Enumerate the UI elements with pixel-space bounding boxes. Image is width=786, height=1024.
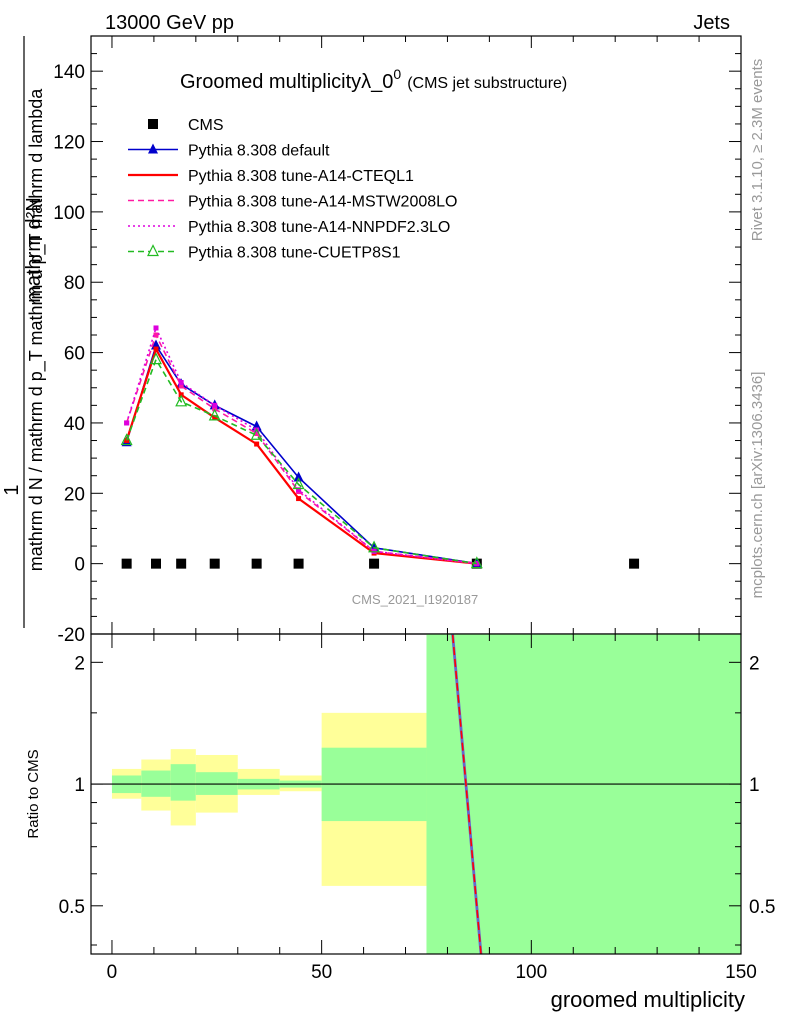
plot-title: Groomed multiplicityλ_00(CMS jet substru… bbox=[180, 66, 567, 93]
ratio-y-tick-label-right: 0.5 bbox=[749, 897, 775, 918]
series-marker-2 bbox=[212, 415, 218, 421]
legend-marker-5 bbox=[147, 244, 159, 257]
y-tick-label: 140 bbox=[53, 62, 85, 83]
series-marker-2 bbox=[254, 441, 260, 447]
main-plot-axis-ticks: -20 0 20 40 60 80 100 120 140 bbox=[53, 35, 742, 646]
cms-data-point bbox=[209, 558, 220, 569]
legend-label: Pythia 8.308 default bbox=[188, 143, 330, 160]
stat-uncertainty-band bbox=[426, 634, 741, 954]
ratio-y-tick-label-right: 1 bbox=[749, 775, 760, 796]
cms-data-point bbox=[176, 558, 187, 569]
cms-data-point bbox=[293, 558, 304, 569]
legend-label: Pythia 8.308 tune-A14-CTEQL1 bbox=[188, 168, 414, 185]
series-line-2 bbox=[125, 346, 477, 565]
x-tick-label: 150 bbox=[725, 962, 757, 983]
ratio-plot-frame bbox=[90, 633, 742, 955]
ratio-y-tick-label-right: 2 bbox=[749, 653, 760, 674]
cms-data-point bbox=[121, 558, 132, 569]
ratio-series bbox=[451, 634, 483, 954]
series-line-4 bbox=[125, 325, 477, 565]
series-line-5 bbox=[125, 357, 477, 565]
y-tick-label: 0 bbox=[74, 555, 85, 576]
y-tick-label: 100 bbox=[53, 203, 85, 224]
ratio-plot-panel: 0.5 0.5 1 1 2 2 0 50 100 150 Ratio to CMS groomed… bbox=[25, 633, 775, 1012]
y-tick-label: -20 bbox=[58, 625, 85, 646]
series-marker-3 bbox=[178, 383, 184, 389]
x-tick-label: 100 bbox=[515, 962, 547, 983]
series-marker-3 bbox=[153, 332, 159, 338]
y-tick-label: 60 bbox=[64, 344, 85, 365]
legend-label: CMS bbox=[188, 117, 224, 134]
cms-data-point bbox=[369, 558, 380, 569]
y-axis-label-numerator: 1 bbox=[1, 484, 23, 495]
legend-marker-cms bbox=[148, 119, 158, 129]
collision-label: 13000 GeV pp bbox=[105, 12, 234, 34]
rivet-version-label: Rivet 3.1.10, ≥ 2.3M events bbox=[749, 59, 766, 242]
category-label: Jets bbox=[693, 12, 730, 34]
series-marker-5 bbox=[292, 477, 305, 490]
series-marker-5 bbox=[250, 427, 263, 440]
legend-label: Pythia 8.308 tune-A14-MSTW2008LO bbox=[188, 194, 457, 211]
main-plot-series bbox=[120, 325, 640, 569]
ratio-axis-ticks: 0.5 0.5 1 1 2 2 0 50 100 150 bbox=[59, 634, 775, 983]
series-marker-4 bbox=[178, 379, 184, 385]
y-axis-label-top: mathrm d²N bbox=[23, 197, 45, 303]
series-marker-3 bbox=[254, 430, 260, 436]
y-tick-label: 80 bbox=[64, 273, 85, 294]
stat-uncertainty-band bbox=[170, 764, 196, 801]
cms-data-point bbox=[151, 558, 161, 569]
series-marker-5 bbox=[368, 540, 381, 553]
series-marker-5 bbox=[208, 408, 221, 421]
series-marker-4 bbox=[474, 561, 480, 567]
ratio-uncertainty-bands bbox=[91, 634, 741, 954]
series-marker-2 bbox=[296, 496, 302, 502]
series-marker-5 bbox=[120, 433, 133, 446]
mcplots-label: mcplots.cern.ch [arXiv:1306.3436] bbox=[749, 372, 766, 599]
series-marker-2 bbox=[124, 438, 130, 444]
series-marker-4 bbox=[212, 402, 218, 408]
analysis-label: CMS_2021_I1920187 bbox=[352, 592, 479, 607]
legend-label: Pythia 8.308 tune-A14-NNPDF2.3LO bbox=[188, 219, 450, 236]
cms-data-point bbox=[629, 558, 640, 569]
ratio-y-axis-label: Ratio to CMS bbox=[25, 749, 42, 838]
y-axis-label: mathrm d²N 1 mathrm d N / mathrm d p_T m… bbox=[1, 36, 47, 628]
series-marker-4 bbox=[153, 325, 159, 331]
y-tick-label: 120 bbox=[53, 133, 85, 154]
series-line-3 bbox=[125, 332, 477, 565]
series-marker-5 bbox=[175, 394, 188, 407]
series-marker-5 bbox=[150, 352, 162, 365]
cms-data-point bbox=[251, 558, 262, 569]
ratio-y-tick-label: 1 bbox=[74, 775, 85, 796]
legend: CMS Pythia 8.308 default Pythia 8.308 tune… bbox=[128, 117, 457, 262]
series-line-1 bbox=[125, 343, 477, 565]
x-tick-label: 0 bbox=[107, 962, 118, 983]
y-tick-label: 40 bbox=[64, 414, 85, 435]
series-marker-4 bbox=[124, 420, 130, 426]
y-axis-label-denominator: mathrm d N / mathrm d p_T mathrm d p_T m… bbox=[26, 88, 47, 571]
x-axis-label: groomed multiplicity bbox=[551, 987, 745, 1012]
series-marker-2 bbox=[153, 346, 159, 352]
y-tick-label: 20 bbox=[64, 484, 85, 505]
legend-marker-1 bbox=[148, 143, 158, 154]
series-marker-5 bbox=[470, 556, 483, 569]
ratio-y-tick-label: 2 bbox=[74, 653, 85, 674]
legend-label: Pythia 8.308 tune-CUETP8S1 bbox=[188, 245, 401, 262]
ratio-line bbox=[451, 634, 482, 954]
ratio-y-tick-label: 0.5 bbox=[59, 897, 85, 918]
series-marker-1 bbox=[293, 471, 304, 482]
series-marker-4 bbox=[296, 487, 302, 493]
x-tick-label: 50 bbox=[311, 962, 332, 983]
